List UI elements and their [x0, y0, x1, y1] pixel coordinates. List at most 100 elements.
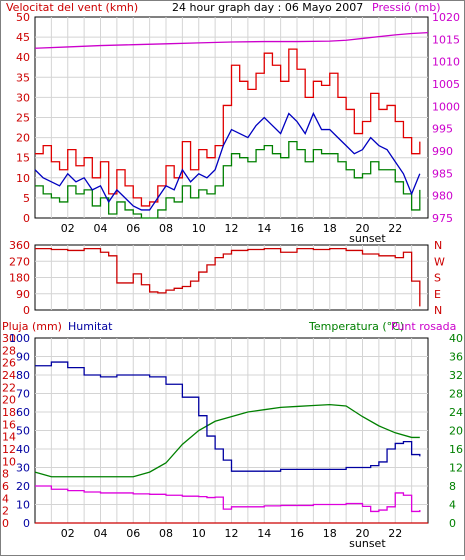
- wind-pressure-panel: 02 04 06 08 10 12 14 16 18 20 22sunset051015202530…: [16, 11, 460, 245]
- direction-y-tick: 180: [9, 272, 30, 285]
- x-tick-label: 16: [290, 222, 304, 235]
- rain-y-tick: 26: [2, 357, 16, 370]
- x-tick-label: 06: [126, 222, 140, 235]
- humidity-y-tick: 20: [16, 480, 30, 493]
- rain-y-tick: 12: [2, 443, 16, 456]
- x-tick-label: 18: [323, 527, 337, 540]
- temperature-y-tick: 4: [449, 499, 456, 512]
- direction-y-tick: 0: [23, 304, 30, 317]
- rain-y-tick: 6: [2, 480, 9, 493]
- compass-tick: N: [434, 304, 442, 317]
- x-tick-label: 08: [159, 222, 173, 235]
- x-tick-label: 12: [225, 527, 239, 540]
- x-tick-label: 04: [94, 527, 108, 540]
- rain-y-tick: 14: [2, 431, 16, 444]
- x-tick-label: 14: [257, 527, 271, 540]
- humidity-y-tick: 100: [9, 332, 30, 345]
- wind-y-tick: 10: [16, 172, 30, 185]
- x-tick-label: 10: [192, 222, 206, 235]
- x-tick-label: 04: [94, 222, 108, 235]
- rain-axis-title: Pluja (mm): [2, 320, 62, 333]
- pressure-y-tick: 1000: [432, 100, 460, 113]
- rain-y-tick: 22: [2, 381, 16, 394]
- wind-y-tick: 0: [23, 212, 30, 225]
- x-tick-label: 22: [388, 527, 402, 540]
- wind-y-tick: 50: [16, 11, 30, 24]
- wind-y-tick: 5: [23, 192, 30, 205]
- direction-y-tick: 270: [9, 255, 30, 268]
- compass-tick: S: [434, 272, 441, 285]
- x-tick-label: 02: [61, 527, 75, 540]
- humidity-y-tick: 10: [16, 499, 30, 512]
- humidity-y-tick: 30: [16, 462, 30, 475]
- humidity-y-tick: 40: [16, 443, 30, 456]
- x-tick-label: 08: [159, 527, 173, 540]
- rain-y-tick: 2: [2, 505, 9, 518]
- pressure-y-tick: 975: [432, 212, 453, 225]
- compass-tick: E: [434, 288, 441, 301]
- wind-green-series: [35, 140, 421, 219]
- humidity-axis-title: Humitat: [68, 320, 113, 333]
- humidity-y-tick: 90: [16, 351, 30, 364]
- wind-y-tick: 30: [16, 91, 30, 104]
- rain-y-tick: 0: [2, 517, 9, 530]
- rain-y-tick: 18: [2, 406, 16, 419]
- temperature-axis-title: Temperatura (°C): [308, 320, 404, 333]
- wind-direction-series: [35, 247, 421, 307]
- wind-y-tick: 45: [16, 31, 30, 44]
- x-tick-label: 20: [356, 222, 370, 235]
- x-tick-label: 18: [323, 222, 337, 235]
- rain-y-tick: 24: [2, 369, 16, 382]
- pressure-y-tick: 1015: [432, 33, 460, 46]
- wind-gust-series: [35, 48, 421, 207]
- dewpoint-series: [35, 485, 421, 513]
- x-tick-label: 10: [192, 527, 206, 540]
- temperature-y-tick: 8: [449, 480, 456, 493]
- humidity-y-tick: 60: [16, 406, 30, 419]
- pressure-y-tick: 980: [432, 190, 453, 203]
- pressure-y-tick: 1005: [432, 78, 460, 91]
- wind-avg-series: [34, 111, 421, 211]
- pressure-y-tick: 985: [432, 167, 453, 180]
- pressure-axis-title: Pressió (mb): [372, 1, 441, 14]
- direction-y-tick: 90: [16, 288, 30, 301]
- temperature-series: [34, 403, 420, 478]
- humidity-y-tick: 80: [16, 369, 30, 382]
- temperature-y-tick: 12: [449, 462, 463, 475]
- humidity-temp-panel: 02 04 06 08 10 12 14 16 18 20 22sunset024681012141…: [2, 332, 463, 550]
- x-tick-label: 14: [257, 222, 271, 235]
- dewpoint-axis-title: Punt rosada: [391, 320, 456, 333]
- x-tick-label: 06: [126, 527, 140, 540]
- pressure-y-tick: 1020: [432, 11, 460, 24]
- compass-tick: N: [434, 239, 442, 252]
- temperature-y-tick: 40: [449, 332, 463, 345]
- x-tick-label: 02: [61, 222, 75, 235]
- x-tick-label: 20: [356, 527, 370, 540]
- chart-title: 24 hour graph day : 06 Mayo 2007: [172, 1, 363, 14]
- direction-y-tick: 360: [9, 239, 30, 252]
- rain-y-tick: 30: [2, 332, 16, 345]
- pressure-y-tick: 1010: [432, 56, 460, 69]
- x-tick-label: 16: [290, 527, 304, 540]
- compass-tick: W: [434, 255, 445, 268]
- wind-y-tick: 35: [16, 71, 30, 84]
- wind-y-tick: 40: [16, 51, 30, 64]
- rain-y-tick: 8: [2, 468, 9, 481]
- pressure-y-tick: 995: [432, 123, 453, 136]
- humidity-series: [35, 361, 421, 472]
- rain-y-tick: 10: [2, 455, 16, 468]
- sunset-label: sunset: [349, 537, 386, 550]
- wind-axis-title: Velocitat del vent (kmh): [6, 1, 138, 14]
- temperature-y-tick: 16: [449, 443, 463, 456]
- temperature-y-tick: 24: [449, 406, 463, 419]
- rain-y-tick: 4: [2, 492, 9, 505]
- x-tick-label: 12: [225, 222, 239, 235]
- temperature-y-tick: 20: [449, 425, 463, 438]
- pressure-y-tick: 990: [432, 145, 453, 158]
- wind-y-tick: 20: [16, 132, 30, 145]
- humidity-y-tick: 0: [23, 517, 30, 530]
- wind-y-tick: 25: [16, 112, 30, 125]
- rain-y-tick: 20: [2, 394, 16, 407]
